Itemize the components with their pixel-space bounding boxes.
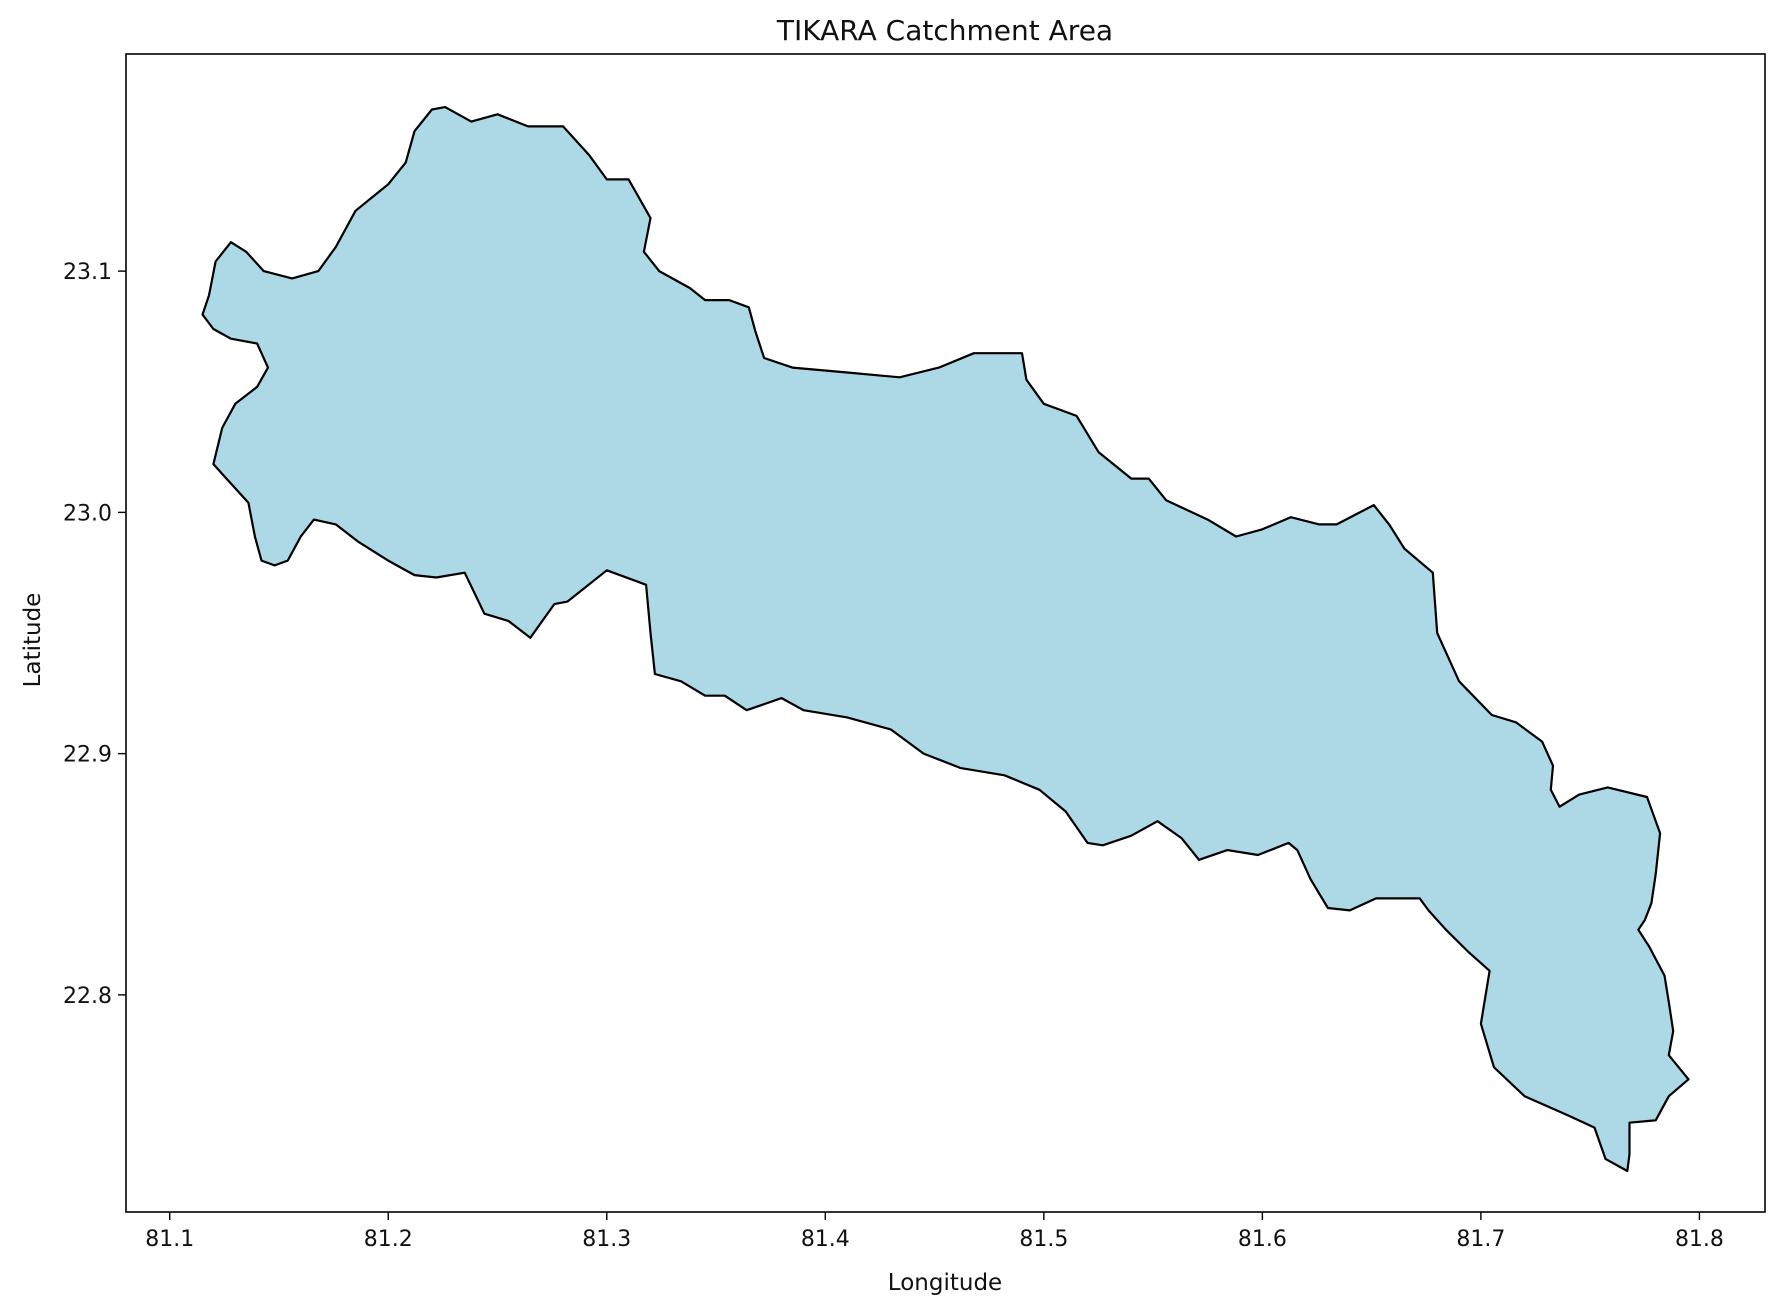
x-tick-label: 81.2 <box>364 1227 413 1252</box>
x-tick-label: 81.6 <box>1238 1227 1287 1252</box>
y-tick-label: 23.0 <box>63 501 112 526</box>
chart-title: TIKARA Catchment Area <box>776 14 1113 47</box>
x-tick-label: 81.1 <box>145 1227 194 1252</box>
axes-frame <box>125 53 1766 1213</box>
x-tick-label: 81.5 <box>1019 1227 1068 1252</box>
x-tick-label: 81.8 <box>1675 1227 1724 1252</box>
x-axis-label: Longitude <box>888 1270 1002 1296</box>
y-tick-label: 22.8 <box>63 984 112 1009</box>
x-tick-label: 81.7 <box>1456 1227 1505 1252</box>
axes: 81.1 81.2 81.3 81.4 81.5 81.6 81.7 81.8 22.8 22.9… <box>63 53 1766 1252</box>
plot-area <box>201 106 1690 1173</box>
x-tick-label: 81.4 <box>801 1227 850 1252</box>
y-tick-label: 23.1 <box>63 260 112 285</box>
x-tick-label: 81.3 <box>582 1227 631 1252</box>
catchment-polygon <box>201 106 1690 1173</box>
y-axis-label: Latitude <box>20 593 46 688</box>
y-tick-label: 22.9 <box>63 743 112 768</box>
